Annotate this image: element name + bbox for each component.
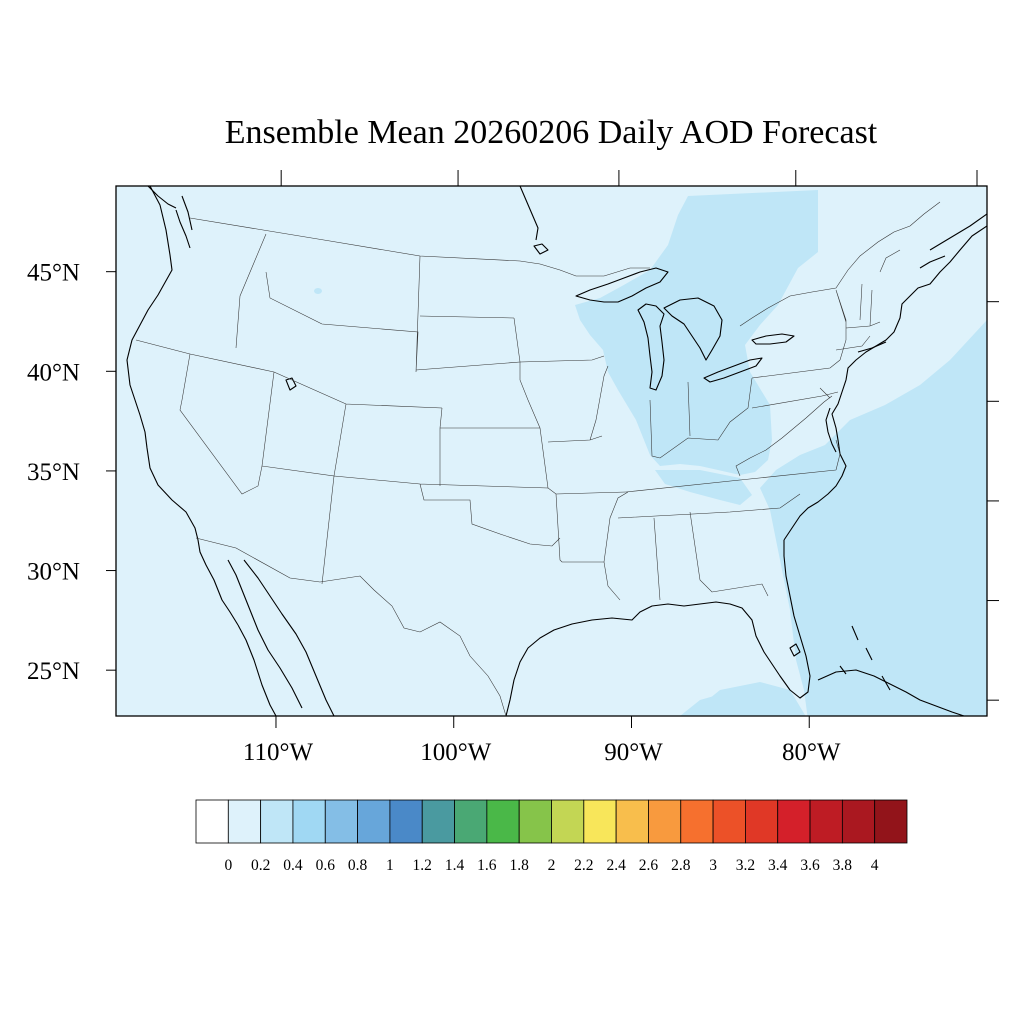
colorbar-swatch — [745, 799, 779, 844]
colorbar-swatch — [712, 799, 746, 844]
colorbar-label: 2.6 — [639, 857, 659, 874]
colorbar-label: 1.8 — [509, 857, 529, 874]
lake-erie — [703, 357, 763, 383]
colorbar-label: 3.6 — [800, 857, 820, 874]
figure-title: Ensemble Mean 20260206 Daily AOD Forecas… — [225, 114, 878, 151]
colorbar-label: 0.6 — [316, 857, 336, 874]
colorbar-swatch — [195, 799, 229, 844]
colorbar-swatch — [260, 799, 294, 844]
colorbar-swatch — [809, 799, 843, 844]
map-frame — [115, 185, 988, 717]
lon-label: 90°W — [604, 739, 663, 766]
lat-label: 40°N — [27, 359, 80, 386]
colorbar-label: 2 — [548, 857, 556, 874]
colorbar-swatch — [227, 799, 262, 844]
nova-scotia — [919, 213, 987, 269]
colorbar-swatch — [357, 799, 391, 844]
great-salt-lake — [285, 377, 297, 391]
lake-huron — [663, 297, 723, 361]
state-lines-west — [135, 233, 561, 585]
atlantic-coastline — [783, 225, 987, 541]
lake-of-the-woods — [533, 243, 549, 255]
colorbar: 0 0.2 0.4 0.6 0.8 1 1.2 1.4 1.6 1.8 2 2.2 2.4 2.6 2.8 3… — [195, 799, 908, 874]
lat-label: 45°N — [27, 260, 80, 287]
colorbar-swatch — [454, 799, 488, 844]
colorbar-label: 0.4 — [283, 857, 303, 874]
colorbar-label: 3.4 — [768, 857, 788, 874]
lat-label: 35°N — [27, 459, 80, 486]
puget-sound — [175, 195, 193, 249]
colorbar-label: 3.8 — [833, 857, 853, 874]
pacific-coastline — [126, 186, 239, 626]
canada-us-border-east — [739, 201, 941, 327]
state-borders — [135, 201, 941, 716]
colorbar-swatch — [518, 799, 552, 844]
map-axes: 45°N 40°N 35°N 30°N 25°N 110°W 100°W 90°W 80°W — [27, 170, 999, 766]
map-panel — [115, 185, 988, 717]
canada-us-border — [189, 217, 650, 277]
lake-ontario — [751, 333, 795, 345]
colorbar-swatch — [583, 799, 617, 844]
colorbar-label: 0.8 — [348, 857, 368, 874]
aod-plume-great-lakes — [575, 190, 818, 475]
lon-label: 110°W — [243, 739, 314, 766]
colorbar-swatch — [551, 799, 585, 844]
colorbar-swatch — [486, 799, 520, 844]
colorbar-swatch — [292, 799, 326, 844]
colorbar-swatch — [324, 799, 358, 844]
colorbar-label: 0.2 — [251, 857, 270, 874]
colorbar-label: 1.4 — [445, 857, 465, 874]
bahamas — [839, 625, 891, 691]
colorbar-swatch — [421, 799, 455, 844]
mexico-us-border — [195, 537, 507, 716]
aod-patch-gulf — [680, 688, 795, 716]
aod-speck-west — [314, 288, 322, 294]
lat-label: 25°N — [27, 658, 80, 685]
lat-label: 30°N — [27, 559, 80, 586]
colorbar-swatch — [615, 799, 649, 844]
baja-peninsula-coast — [237, 624, 277, 716]
colorbar-swatch — [648, 799, 682, 844]
aod-patch-midwest — [655, 470, 752, 505]
colorbar-swatch — [389, 799, 423, 844]
gulf-of-california-coast — [227, 559, 303, 709]
colorbar-label: 2.4 — [606, 857, 626, 874]
colorbar-swatch — [841, 799, 876, 844]
colorbar-label: 0 — [224, 857, 232, 874]
mexico-west-coast — [243, 559, 335, 716]
colorbar-swatch — [777, 799, 811, 844]
lake-michigan — [637, 303, 665, 391]
lake-winnipeg — [519, 186, 539, 241]
lake-superior — [575, 267, 669, 303]
colorbar-label: 2.8 — [671, 857, 691, 874]
colorbar-label: 3 — [709, 857, 717, 874]
lake-okeechobee — [789, 643, 801, 657]
aod-plume-atlantic — [688, 320, 987, 716]
colorbar-swatch — [874, 799, 908, 844]
colorbar-label: 4 — [871, 857, 879, 874]
lon-label: 80°W — [782, 739, 841, 766]
colorbar-label: 3.2 — [736, 857, 755, 874]
colorbar-swatch — [680, 799, 714, 844]
colorbar-label: 2.2 — [574, 857, 593, 874]
cuba — [817, 669, 965, 716]
state-lines-central — [513, 317, 629, 601]
colorbar-label: 1 — [386, 857, 394, 874]
vancouver-island — [147, 186, 177, 209]
gulf-coastline — [505, 540, 811, 716]
chesapeake-bay — [825, 407, 837, 453]
coastlines — [126, 186, 987, 716]
colorbar-label: 1.6 — [477, 857, 497, 874]
lon-label: 100°W — [420, 739, 491, 766]
colorbar-label: 1.2 — [413, 857, 432, 874]
aod-elevated-field — [314, 190, 987, 716]
long-island — [857, 341, 887, 353]
state-lines-east — [617, 249, 901, 601]
